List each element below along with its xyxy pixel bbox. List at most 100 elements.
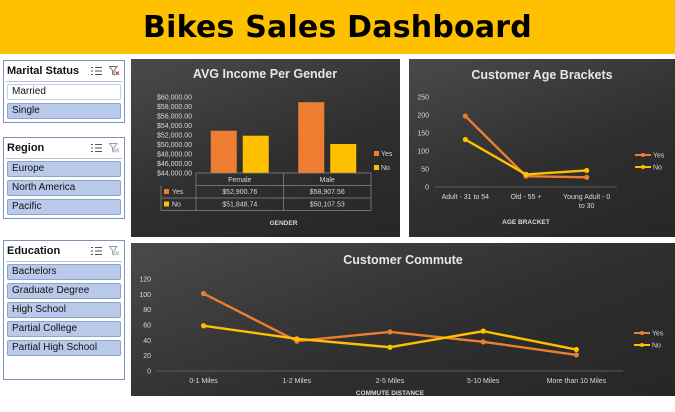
slicer-item-married[interactable]: Married	[7, 84, 121, 100]
series-line-yes	[464, 115, 587, 179]
legend-marker-no	[641, 165, 645, 169]
slicer-divider	[6, 261, 122, 262]
y-tick-label: 40	[143, 338, 151, 345]
bar-yes-male	[298, 102, 325, 173]
x-tick-label: 1-2 Miles	[283, 378, 312, 385]
table-cell: $52,900.76	[222, 189, 257, 196]
table-header-female: Female	[228, 177, 251, 184]
table-row-label-yes: Yes	[172, 189, 184, 196]
table-cell: $50,107.53	[310, 202, 345, 209]
y-tick-label: 120	[139, 277, 151, 284]
y-tick-label: 0	[425, 185, 429, 192]
data-point-no	[201, 323, 207, 329]
clear-filter-icon[interactable]	[109, 66, 120, 76]
legend-marker-yes	[641, 153, 645, 157]
customer-commute-chart[interactable]: Customer Commute 0 20 40 60 80 100 120 0-1 Miles…	[131, 243, 675, 396]
slicer-item-graduate-degree[interactable]: Graduate Degree	[7, 283, 121, 299]
table-legend-key-no	[164, 201, 169, 207]
sheet-gridline-strip	[130, 396, 675, 412]
income-per-gender-chart[interactable]: AVG Income Per Gender $44,000.00 $46,000.0…	[131, 59, 400, 237]
bar-yes-female	[210, 130, 237, 173]
table-cell: $58,907.56	[310, 189, 345, 196]
dashboard-title: Bikes Sales Dashboard	[143, 9, 532, 45]
series-line-no	[464, 138, 587, 176]
legend-key-no	[374, 165, 379, 170]
slicer-title: Marital Status	[7, 65, 80, 77]
y-tick-label: $52,000.00	[157, 133, 192, 140]
data-point-yes	[462, 113, 468, 119]
data-point-yes	[573, 352, 579, 358]
y-tick-label: 100	[417, 149, 429, 156]
customer-age-brackets-chart[interactable]: Customer Age Brackets 0 50 100 150 200 250 Adul…	[409, 59, 675, 237]
x-axis-title: AGE BRACKET	[502, 219, 550, 226]
multi-select-icon[interactable]	[91, 66, 103, 76]
multi-select-icon[interactable]	[91, 246, 103, 256]
slicer-divider	[6, 158, 122, 159]
data-point-no	[573, 346, 579, 353]
slicer-header: Marital Status	[4, 61, 124, 81]
legend-marker-no	[640, 343, 644, 347]
slicer-item-partial-high-school[interactable]: Partial High School	[7, 340, 121, 356]
y-tick-label: 250	[417, 95, 429, 102]
bar-no-male	[330, 143, 357, 173]
slicer-item-north-america[interactable]: North America	[7, 180, 121, 196]
age-chart-svg: Customer Age Brackets 0 50 100 150 200 250 Adul…	[417, 68, 665, 226]
y-tick-label: 100	[139, 292, 151, 299]
data-point-yes	[201, 290, 207, 297]
data-point-no	[462, 136, 468, 143]
data-point-yes	[480, 339, 486, 345]
slicer-item-partial-college[interactable]: Partial College	[7, 321, 121, 337]
slicer-item-europe[interactable]: Europe	[7, 161, 121, 177]
table-row-label-no: No	[172, 202, 181, 209]
slicer-divider	[6, 81, 122, 82]
chart-title: Customer Age Brackets	[471, 68, 612, 82]
slicer-title: Region	[7, 142, 45, 154]
y-tick-label: $54,000.00	[157, 123, 192, 130]
legend-label-yes: Yes	[653, 153, 665, 160]
slicer-item-single[interactable]: Single	[7, 103, 121, 119]
y-tick-label: $46,000.00	[157, 161, 192, 168]
y-tick-label: 150	[417, 131, 429, 138]
y-tick-label: 20	[143, 353, 151, 360]
x-tick-label: Old - 55 +	[511, 194, 542, 201]
slicer-title: Education	[7, 245, 61, 257]
legend-marker-yes	[640, 331, 644, 335]
y-tick-label: 200	[417, 113, 429, 120]
clear-filter-icon[interactable]	[109, 246, 120, 256]
y-tick-label: $56,000.00	[157, 114, 192, 121]
slicer-item-high-school[interactable]: High School	[7, 302, 121, 318]
slicer-header: Region	[4, 138, 124, 158]
legend-label-yes: Yes	[381, 151, 393, 158]
table-header-male: Male	[320, 177, 335, 184]
education-slicer: Education Bachelors Graduate Degree High…	[3, 240, 125, 380]
y-tick-label: $58,000.00	[157, 104, 192, 111]
y-tick-label: $44,000.00	[157, 171, 192, 178]
slicer-item-bachelors[interactable]: Bachelors	[7, 264, 121, 280]
slicer-item-pacific[interactable]: Pacific	[7, 199, 121, 215]
data-point-yes	[584, 174, 590, 180]
commute-chart-svg: Customer Commute 0 20 40 60 80 100 120 0-1 Miles…	[139, 253, 664, 396]
y-tick-label: 0	[147, 369, 151, 376]
marital-status-slicer: Marital Status Married Single	[3, 60, 125, 123]
legend-label-yes: Yes	[652, 331, 664, 338]
bar-no-female	[242, 135, 269, 173]
x-tick-label: More than 10 Miles	[547, 378, 607, 385]
legend-label-no: No	[652, 343, 661, 350]
chart-title: AVG Income Per Gender	[193, 67, 337, 81]
x-axis-title: GENDER	[270, 220, 298, 227]
data-point-no	[294, 336, 300, 342]
legend-key-yes	[374, 151, 379, 156]
y-tick-label: 60	[143, 323, 151, 330]
table-cell: $51,848.74	[222, 202, 257, 209]
y-tick-label: 50	[421, 167, 429, 174]
y-tick-label: 80	[143, 307, 151, 314]
multi-select-icon[interactable]	[91, 143, 103, 153]
clear-filter-icon[interactable]	[109, 143, 120, 153]
income-chart-svg: AVG Income Per Gender $44,000.00 $46,000.0…	[157, 67, 393, 227]
data-point-no	[523, 171, 529, 177]
data-point-no	[480, 328, 486, 334]
table-legend-key-yes	[164, 189, 169, 194]
x-tick-label: Adult - 31 to 54	[442, 194, 490, 201]
chart-title: Customer Commute	[343, 253, 463, 267]
